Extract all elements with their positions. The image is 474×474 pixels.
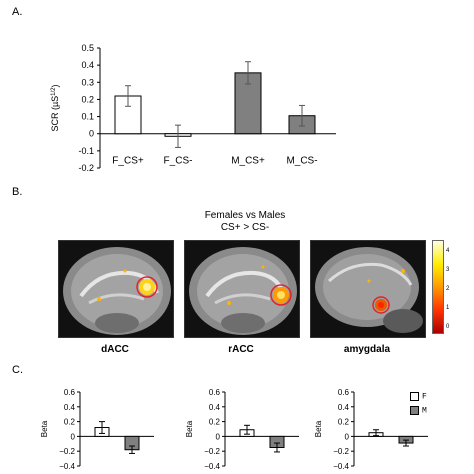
- y-tick-label: -0.1: [78, 146, 94, 156]
- y-tick-label: 0.6: [64, 388, 76, 397]
- y-tick-label: 0.2: [209, 418, 221, 427]
- y-tick-label: −0.2: [59, 447, 75, 456]
- x-tick-label: M_CS-: [286, 156, 317, 167]
- y-tick-label: −0.4: [204, 462, 220, 470]
- y-axis-label: Beta: [314, 420, 323, 437]
- beta-chart-amygdala: 0.6 0.4 0.2 0 −0.2 −0.4 Beta: [314, 388, 428, 470]
- y-tick-label: 0.4: [64, 403, 76, 412]
- scr-bar-chart: 0.5 0.4 0.3 0.2 0.1 0 -0.1 -0.2 F_CS+ F_CS- M_CS+ M…: [50, 43, 336, 173]
- colorbar-tick: 1: [446, 305, 450, 311]
- y-tick-label: 0.2: [81, 94, 94, 104]
- y-tick-label: 0.4: [338, 403, 350, 412]
- brain-image-dacc: [58, 240, 174, 338]
- y-axis-label: Beta: [185, 420, 194, 437]
- x-tick-label: M_CS+: [231, 156, 265, 167]
- y-tick-label: −0.2: [204, 447, 220, 456]
- beta-chart-racc: 0.6 0.4 0.2 0 −0.2 −0.4 Beta: [185, 388, 299, 470]
- region-label-dacc: dACC: [101, 344, 129, 355]
- y-tick-label: 0.4: [209, 403, 221, 412]
- y-tick-label: 0.2: [64, 418, 76, 427]
- panel-b-label: B.: [12, 186, 23, 198]
- y-tick-label: 0: [345, 432, 350, 441]
- y-tick-label: −0.4: [333, 462, 349, 470]
- y-tick-label: 0: [216, 432, 221, 441]
- colorbar-tick: 4: [446, 248, 450, 254]
- legend-male: M: [410, 406, 427, 416]
- beta-chart-dacc: 0.6 0.4 0.2 0 −0.2 −0.4 Beta: [40, 388, 154, 470]
- legend-swatch-male: [410, 406, 419, 415]
- y-tick-label: 0.1: [81, 112, 94, 122]
- y-tick-label: -0.2: [78, 163, 94, 173]
- brain-image-racc: [184, 240, 300, 338]
- y-tick-label: −0.4: [59, 462, 75, 470]
- legend-label-male: M: [422, 406, 427, 416]
- y-tick-label: 0.2: [338, 418, 350, 427]
- x-tick-label: F_CS-: [164, 156, 193, 167]
- region-label-amygdala: amygdala: [343, 344, 391, 355]
- y-tick-label: 0: [71, 432, 76, 441]
- legend-swatch-female: [410, 392, 419, 401]
- y-tick-label: −0.2: [333, 447, 349, 456]
- legend-female: F: [410, 392, 427, 402]
- y-axis-label: SCR (µS1/2): [50, 84, 60, 131]
- y-tick-label: 0.5: [81, 43, 94, 53]
- contrast-title: Females vs Males CS+ > CS-: [190, 210, 300, 234]
- y-tick-label: 0.6: [338, 388, 350, 397]
- contrast-line-1: Females vs Males: [204, 210, 286, 221]
- panel-a-label: A.: [12, 6, 23, 18]
- panel-c-label: C.: [12, 364, 23, 376]
- contrast-line-2: CS+ > CS-: [220, 222, 270, 233]
- y-tick-label: 0: [89, 129, 94, 139]
- colorbar-tick: 0: [446, 324, 450, 330]
- y-tick-label: 0.3: [81, 77, 94, 87]
- y-tick-label: 0.4: [81, 60, 94, 70]
- colorbar-tick: 2: [446, 286, 450, 292]
- y-axis-label: Beta: [40, 420, 49, 437]
- x-tick-label: F_CS+: [112, 156, 144, 167]
- legend-label-female: F: [422, 392, 427, 402]
- colorbar-tick: 3: [446, 267, 450, 273]
- y-tick-label: 0.6: [209, 388, 221, 397]
- region-label-racc: rACC: [228, 344, 254, 355]
- brain-image-amygdala: [310, 240, 426, 338]
- colorbar: [432, 240, 444, 334]
